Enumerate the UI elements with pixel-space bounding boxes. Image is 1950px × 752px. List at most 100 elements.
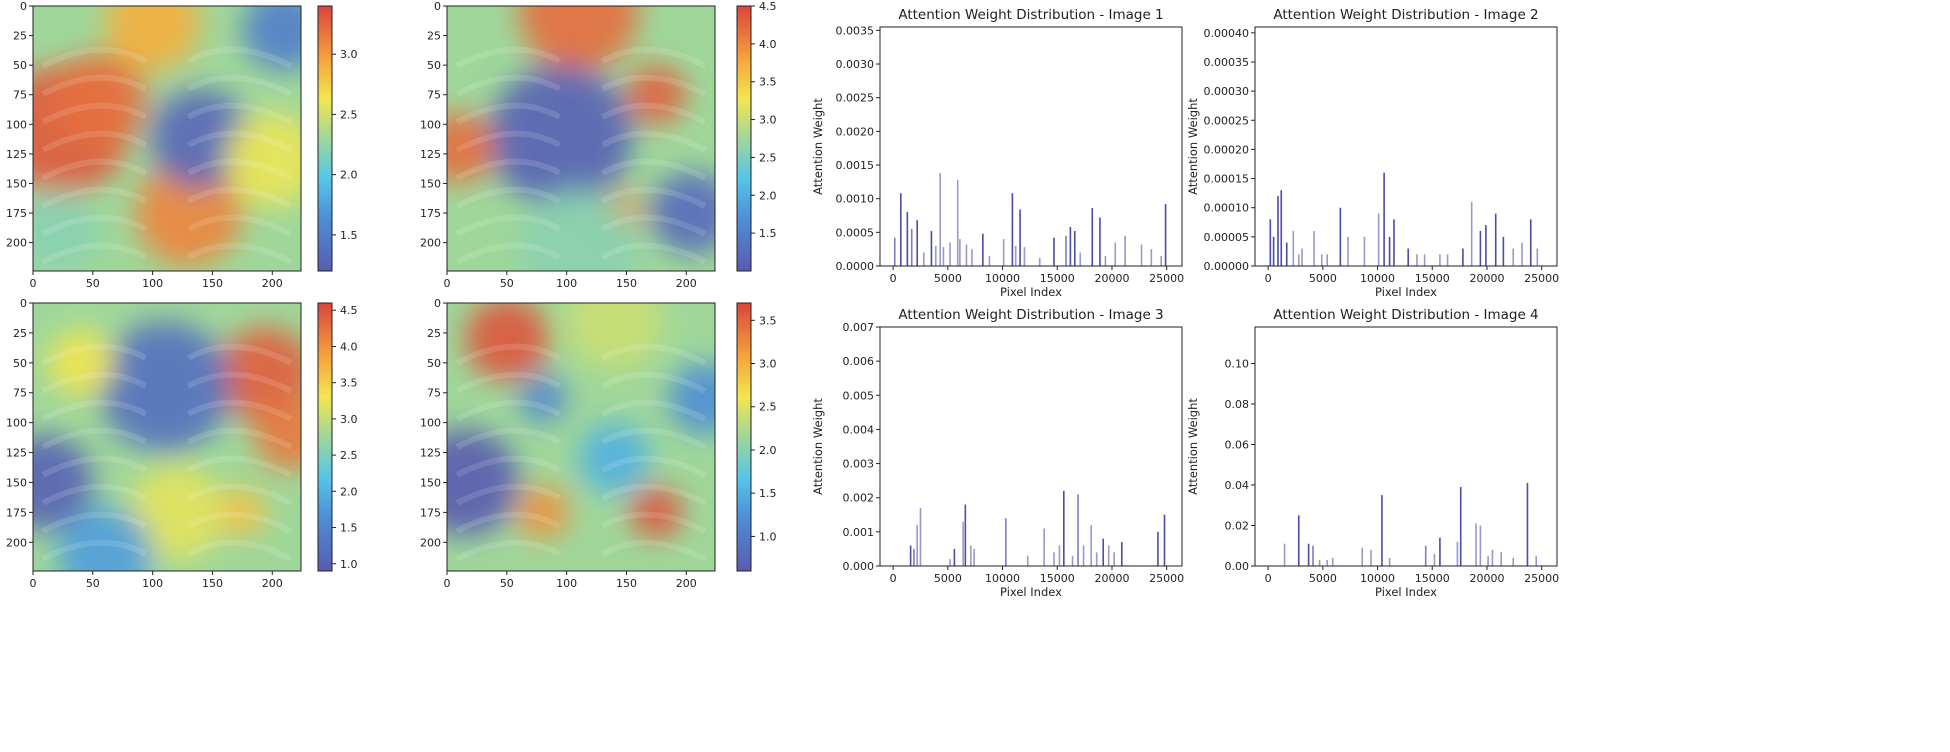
rib-left [41, 539, 148, 562]
bar [1104, 255, 1107, 266]
y-tick-label: 25 [13, 327, 27, 340]
y-tick-label: 200 [6, 237, 27, 250]
bar [1393, 219, 1395, 266]
y-tick-label: 75 [13, 89, 27, 102]
rib-left [455, 483, 562, 506]
colorbar-tick-label: 3.0 [759, 358, 777, 371]
y-tick-label: 150 [420, 177, 441, 190]
y-tick-label: 100 [420, 118, 441, 131]
rib-right [600, 74, 707, 97]
colorbar-tick-label: 1.0 [759, 530, 777, 543]
rib-left [41, 242, 148, 265]
heatmap-blob [630, 486, 683, 539]
heatmap-blob [254, 398, 301, 471]
heatmap-blob [447, 428, 519, 537]
rib-right [186, 186, 293, 209]
bar [970, 545, 972, 566]
bar [1526, 482, 1529, 566]
rib-left [455, 214, 562, 237]
rib-right [600, 214, 707, 237]
heatmap-image [33, 303, 301, 571]
chart-title: Attention Weight Distribution - Image 1 [898, 7, 1163, 23]
colorbar-tick-label: 3.0 [340, 413, 358, 426]
x-tick-label: 0 [444, 577, 451, 590]
x-tick-label: 0 [1265, 572, 1272, 585]
x-axis-label: Pixel Index [1375, 585, 1437, 599]
y-tick-label: 0.001 [843, 526, 875, 539]
bar [919, 507, 922, 566]
y-tick-label: 0 [434, 297, 441, 310]
attention-bar-charts: Attention Weight Distribution - Image 1 0… [811, 7, 1559, 599]
bar [1071, 555, 1074, 566]
heatmap-blob [50, 53, 147, 148]
y-tick-label: 50 [13, 357, 27, 370]
bar [1090, 525, 1092, 566]
x-tick-label: 50 [86, 277, 100, 290]
bar [971, 249, 973, 266]
bar [1383, 172, 1385, 266]
y-tick-label: 0.004 [843, 423, 875, 436]
y-tick-label: 175 [420, 506, 441, 519]
rib-left [41, 158, 148, 181]
rib-left [455, 242, 562, 265]
rib-right [600, 399, 707, 422]
y-tick-label: 75 [13, 387, 27, 400]
rib-right [600, 130, 707, 153]
heatmap-blob [518, 189, 639, 271]
heatmap-blob [134, 159, 243, 267]
x-tick-label: 0 [1265, 272, 1272, 285]
bar [1099, 217, 1101, 266]
heatmap-blob [128, 464, 225, 561]
x-tick-label: 10000 [1360, 272, 1395, 285]
bar [1439, 537, 1441, 566]
colorbar-tick-label: 2.5 [759, 151, 777, 164]
bar [1140, 244, 1143, 266]
bar [949, 242, 951, 266]
y-tick-label: 0.005 [843, 389, 875, 402]
rib-right [186, 74, 293, 97]
bar [1512, 248, 1515, 266]
x-tick-label: 10000 [985, 272, 1020, 285]
bar [1301, 248, 1303, 266]
bar [1121, 542, 1123, 566]
y-tick-label: 0.00005 [1204, 231, 1250, 244]
x-tick-label: 5000 [1309, 272, 1337, 285]
bar [942, 247, 945, 266]
y-tick-label: 0.000 [843, 560, 875, 573]
y-tick-label: 0.0005 [836, 226, 875, 239]
y-tick-label: 0.0035 [836, 24, 875, 37]
rib-left [41, 511, 148, 534]
x-tick-label: 20000 [1469, 272, 1504, 285]
x-tick-label: 0 [30, 277, 37, 290]
bar [1363, 236, 1366, 266]
bar [1381, 495, 1383, 566]
rib-right [186, 214, 293, 237]
rib-right [600, 371, 707, 394]
y-tick-label: 0.003 [843, 458, 875, 471]
rib-left [455, 74, 562, 97]
chart-title: Attention Weight Distribution - Image 4 [1273, 307, 1538, 323]
x-tick-label: 200 [262, 577, 283, 590]
bar [1091, 208, 1094, 266]
bar [1043, 528, 1045, 566]
rib-left [41, 371, 148, 394]
bar [1157, 531, 1159, 566]
bar [916, 220, 919, 266]
y-tick-label: 0 [20, 0, 27, 13]
y-tick-label: 175 [420, 207, 441, 220]
colorbar-tick-label: 1.5 [759, 227, 777, 240]
colorbar-gradient [736, 302, 752, 572]
x-tick-label: 20000 [1094, 572, 1129, 585]
bar [1485, 225, 1487, 266]
x-tick-label: 25000 [1149, 272, 1184, 285]
y-tick-label: 0.00010 [1204, 202, 1250, 215]
x-axis-label: Pixel Index [1000, 285, 1062, 299]
rib-right [600, 343, 707, 366]
y-tick-label: 200 [420, 536, 441, 549]
x-tick-label: 5000 [934, 572, 962, 585]
bar [1535, 555, 1538, 566]
y-tick-label: 100 [6, 417, 27, 430]
y-tick-label: 200 [6, 536, 27, 549]
y-tick-label: 25 [13, 30, 27, 43]
y-tick-label: 50 [13, 59, 27, 72]
